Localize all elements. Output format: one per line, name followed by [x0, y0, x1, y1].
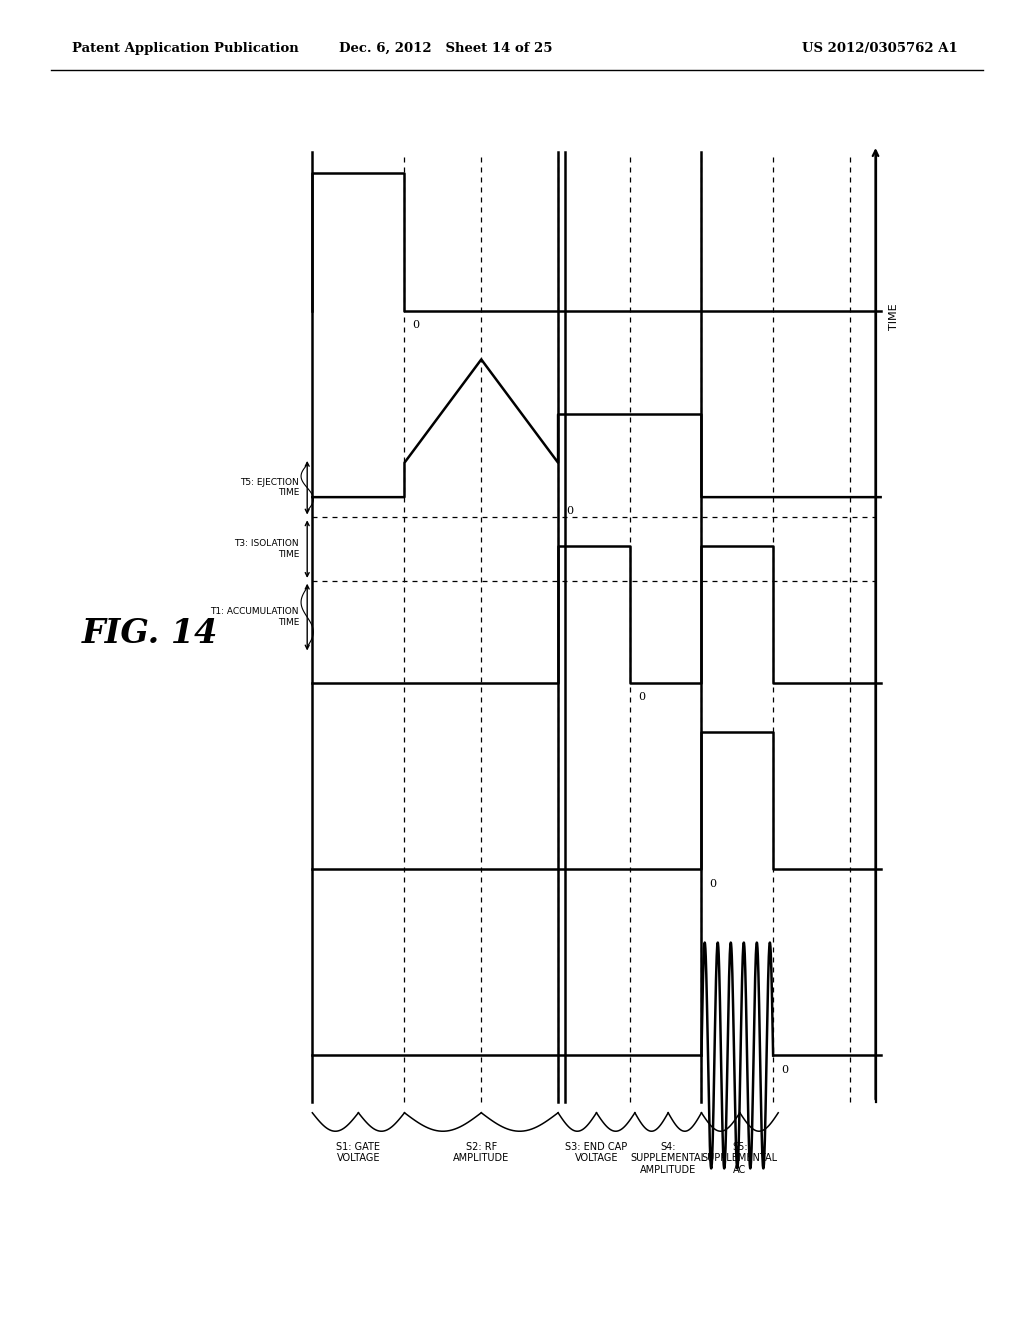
Text: 0: 0	[413, 321, 420, 330]
Text: S3: END CAP
VOLTAGE: S3: END CAP VOLTAGE	[565, 1142, 628, 1163]
Text: S1: GATE
VOLTAGE: S1: GATE VOLTAGE	[337, 1142, 380, 1163]
Text: T5: EJECTION
TIME: T5: EJECTION TIME	[241, 478, 299, 498]
Text: Dec. 6, 2012   Sheet 14 of 25: Dec. 6, 2012 Sheet 14 of 25	[339, 42, 552, 55]
Text: FIG. 14: FIG. 14	[82, 618, 218, 651]
Text: S5:
SUPPLEMENTAL
AC: S5: SUPPLEMENTAL AC	[701, 1142, 778, 1175]
Text: T1: ACCUMULATION
TIME: T1: ACCUMULATION TIME	[211, 607, 299, 627]
Text: T3: ISOLATION
TIME: T3: ISOLATION TIME	[234, 540, 299, 558]
Text: 0: 0	[566, 507, 573, 516]
Text: TIME: TIME	[889, 304, 899, 330]
Text: US 2012/0305762 A1: US 2012/0305762 A1	[802, 42, 957, 55]
Text: 0: 0	[710, 879, 717, 888]
Text: S2: RF
AMPLITUDE: S2: RF AMPLITUDE	[454, 1142, 509, 1163]
Text: 0: 0	[781, 1065, 788, 1074]
Text: S4:
SUPPLEMENTAL
AMPLITUDE: S4: SUPPLEMENTAL AMPLITUDE	[630, 1142, 707, 1175]
Text: Patent Application Publication: Patent Application Publication	[72, 42, 298, 55]
Text: 0: 0	[638, 693, 645, 702]
